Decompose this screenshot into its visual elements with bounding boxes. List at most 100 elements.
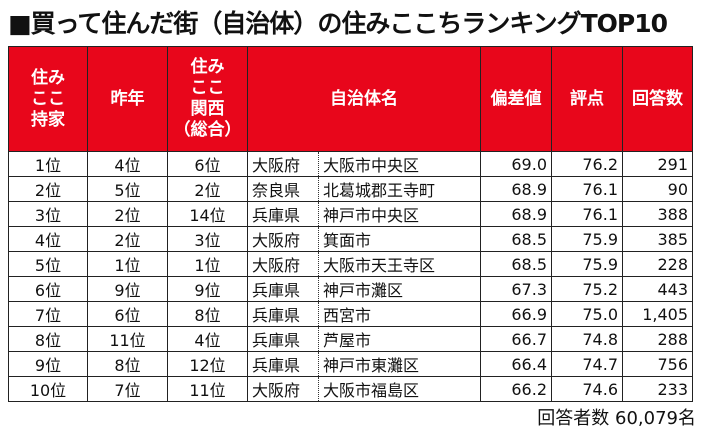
cell-last-year: 1位 xyxy=(87,251,168,277)
cell-city: 大阪市福島区 xyxy=(318,376,481,402)
table-header-row: 住み ここ 持家 昨年 住み ここ 関西 （総合） 自治体名 偏差値 評点 回答… xyxy=(8,46,693,152)
cell-count: 288 xyxy=(622,326,693,352)
header-hensachi: 偏差値 xyxy=(480,46,552,152)
cell-prefecture: 大阪府 xyxy=(247,251,319,277)
cell-city: 神戸市灘区 xyxy=(318,276,481,302)
cell-score: 74.7 xyxy=(551,351,623,377)
header-kaitosu: 回答数 xyxy=(622,46,693,152)
table-row: 4位 2位 3位 大阪府 箕面市 68.5 75.9 385 xyxy=(8,226,693,252)
cell-rank: 10位 xyxy=(8,376,88,402)
cell-prefecture: 奈良県 xyxy=(247,176,319,202)
cell-score: 74.8 xyxy=(551,326,623,352)
cell-last-year: 4位 xyxy=(87,151,168,177)
cell-last-year: 7位 xyxy=(87,376,168,402)
cell-city: 神戸市東灘区 xyxy=(318,351,481,377)
cell-prefecture: 兵庫県 xyxy=(247,201,319,227)
cell-city: 芦屋市 xyxy=(318,326,481,352)
cell-deviation: 66.2 xyxy=(480,376,552,402)
cell-score: 75.9 xyxy=(551,251,623,277)
cell-prefecture: 兵庫県 xyxy=(247,326,319,352)
cell-prefecture: 兵庫県 xyxy=(247,276,319,302)
cell-last-year: 9位 xyxy=(87,276,168,302)
cell-prefecture: 兵庫県 xyxy=(247,301,319,327)
cell-kansai: 9位 xyxy=(167,276,248,302)
cell-kansai: 3位 xyxy=(167,226,248,252)
cell-city: 神戸市中央区 xyxy=(318,201,481,227)
cell-deviation: 68.5 xyxy=(480,251,552,277)
table-row: 9位 8位 12位 兵庫県 神戸市東灘区 66.4 74.7 756 xyxy=(8,351,693,377)
table-row: 8位 11位 4位 兵庫県 芦屋市 66.7 74.8 288 xyxy=(8,326,693,352)
page-title: ■買って住んだ街（自治体）の住みここちランキングTOP10 xyxy=(8,4,668,40)
cell-rank: 5位 xyxy=(8,251,88,277)
table-row: 6位 9位 9位 兵庫県 神戸市灘区 67.3 75.2 443 xyxy=(8,276,693,302)
header-sumikokochi-mochiie: 住み ここ 持家 xyxy=(8,46,88,152)
cell-deviation: 69.0 xyxy=(480,151,552,177)
cell-count: 228 xyxy=(622,251,693,277)
cell-deviation: 67.3 xyxy=(480,276,552,302)
respondent-count: 回答者数 60,079名 xyxy=(537,408,696,429)
cell-count: 90 xyxy=(622,176,693,202)
cell-last-year: 11位 xyxy=(87,326,168,352)
cell-count: 233 xyxy=(622,376,693,402)
cell-count: 756 xyxy=(622,351,693,377)
table-row: 3位 2位 14位 兵庫県 神戸市中央区 68.9 76.1 388 xyxy=(8,201,693,227)
table-row: 7位 6位 8位 兵庫県 西宮市 66.9 75.0 1,405 xyxy=(8,301,693,327)
header-sakunen: 昨年 xyxy=(87,46,168,152)
cell-prefecture: 兵庫県 xyxy=(247,351,319,377)
cell-deviation: 68.5 xyxy=(480,226,552,252)
cell-city: 大阪市中央区 xyxy=(318,151,481,177)
table-row: 1位 4位 6位 大阪府 大阪市中央区 69.0 76.2 291 xyxy=(8,151,693,177)
cell-rank: 8位 xyxy=(8,326,88,352)
cell-score: 75.9 xyxy=(551,226,623,252)
cell-deviation: 66.7 xyxy=(480,326,552,352)
cell-last-year: 8位 xyxy=(87,351,168,377)
cell-prefecture: 大阪府 xyxy=(247,151,319,177)
table-row: 10位 7位 11位 大阪府 大阪市福島区 66.2 74.6 233 xyxy=(8,376,693,402)
cell-rank: 7位 xyxy=(8,301,88,327)
cell-rank: 9位 xyxy=(8,351,88,377)
cell-prefecture: 大阪府 xyxy=(247,226,319,252)
cell-deviation: 66.9 xyxy=(480,301,552,327)
cell-count: 291 xyxy=(622,151,693,177)
cell-kansai: 8位 xyxy=(167,301,248,327)
cell-count: 388 xyxy=(622,201,693,227)
cell-kansai: 6位 xyxy=(167,151,248,177)
cell-score: 76.1 xyxy=(551,176,623,202)
cell-kansai: 14位 xyxy=(167,201,248,227)
cell-city: 箕面市 xyxy=(318,226,481,252)
cell-last-year: 2位 xyxy=(87,226,168,252)
cell-score: 75.0 xyxy=(551,301,623,327)
ranking-table: 住み ここ 持家 昨年 住み ここ 関西 （総合） 自治体名 偏差値 評点 回答… xyxy=(8,46,693,402)
cell-kansai: 1位 xyxy=(167,251,248,277)
cell-city: 西宮市 xyxy=(318,301,481,327)
cell-score: 74.6 xyxy=(551,376,623,402)
cell-kansai: 2位 xyxy=(167,176,248,202)
cell-kansai: 4位 xyxy=(167,326,248,352)
cell-city: 北葛城郡王寺町 xyxy=(318,176,481,202)
header-hyoten: 評点 xyxy=(551,46,623,152)
cell-deviation: 68.9 xyxy=(480,176,552,202)
cell-kansai: 11位 xyxy=(167,376,248,402)
cell-score: 76.2 xyxy=(551,151,623,177)
cell-count: 385 xyxy=(622,226,693,252)
title-text: 買って住んだ街（自治体）の住みここちランキングTOP10 xyxy=(30,9,668,38)
cell-prefecture: 大阪府 xyxy=(247,376,319,402)
cell-deviation: 66.4 xyxy=(480,351,552,377)
cell-last-year: 2位 xyxy=(87,201,168,227)
cell-count: 443 xyxy=(622,276,693,302)
cell-score: 75.2 xyxy=(551,276,623,302)
cell-rank: 2位 xyxy=(8,176,88,202)
cell-deviation: 68.9 xyxy=(480,201,552,227)
table-row: 5位 1位 1位 大阪府 大阪市天王寺区 68.5 75.9 228 xyxy=(8,251,693,277)
cell-last-year: 5位 xyxy=(87,176,168,202)
cell-last-year: 6位 xyxy=(87,301,168,327)
cell-score: 76.1 xyxy=(551,201,623,227)
cell-rank: 4位 xyxy=(8,226,88,252)
cell-count: 1,405 xyxy=(622,301,693,327)
header-jichitai: 自治体名 xyxy=(247,46,481,152)
cell-kansai: 12位 xyxy=(167,351,248,377)
title-square-mark: ■ xyxy=(8,9,32,38)
header-sumikokochi-kansai: 住み ここ 関西 （総合） xyxy=(167,46,248,152)
cell-rank: 6位 xyxy=(8,276,88,302)
table-row: 2位 5位 2位 奈良県 北葛城郡王寺町 68.9 76.1 90 xyxy=(8,176,693,202)
